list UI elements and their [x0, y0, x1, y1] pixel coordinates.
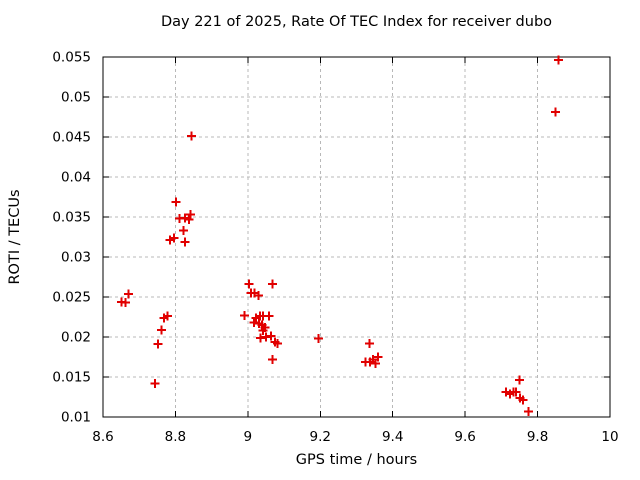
data-point-marker [240, 310, 250, 320]
data-point-marker [169, 233, 179, 243]
data-point-marker [524, 406, 534, 416]
data-point-marker [554, 55, 564, 65]
x-tick-label: 8.8 [165, 429, 186, 445]
data-point-marker [313, 334, 323, 344]
data-point-marker [186, 210, 196, 220]
y-tick-label: 0.025 [52, 290, 91, 306]
data-point-marker [153, 339, 163, 349]
data-point-marker [180, 237, 190, 247]
data-point-marker [267, 354, 277, 364]
x-tick-label: 8.6 [92, 429, 113, 445]
y-tick-label: 0.045 [52, 130, 91, 146]
data-point-marker [518, 395, 528, 405]
data-point-marker [267, 279, 277, 289]
data-point-marker [273, 338, 283, 348]
y-tick-label: 0.01 [61, 410, 91, 426]
data-point-marker [266, 331, 276, 341]
data-point-marker [264, 311, 274, 321]
data-point-marker [123, 289, 133, 299]
data-point-marker [253, 290, 263, 300]
data-point-marker [150, 378, 160, 388]
x-tick-label: 9.6 [454, 429, 475, 445]
y-tick-label: 0.035 [52, 210, 91, 226]
y-tick-label: 0.055 [52, 50, 91, 66]
y-tick-label: 0.04 [61, 170, 91, 186]
chart-title: Day 221 of 2025, Rate Of TEC Index for r… [160, 14, 553, 30]
x-tick-label: 10 [601, 429, 618, 445]
data-point-marker [370, 358, 380, 368]
y-tick-label: 0.015 [52, 370, 91, 386]
x-tick-label: 9.2 [310, 429, 331, 445]
y-tick-label: 0.03 [61, 250, 91, 266]
x-tick-label: 9 [244, 429, 253, 445]
y-tick-label: 0.05 [61, 90, 91, 106]
x-tick-label: 9.4 [382, 429, 403, 445]
data-point-marker [244, 279, 254, 289]
data-point-marker [550, 107, 560, 117]
data-point-marker [365, 338, 375, 348]
data-point-marker [187, 131, 197, 141]
data-point-marker [156, 325, 166, 335]
data-point-marker [178, 226, 188, 236]
y-tick-label: 0.02 [61, 330, 91, 346]
data-point-marker [162, 311, 172, 321]
x-tick-label: 9.8 [527, 429, 548, 445]
data-point-marker [184, 214, 194, 224]
data-point-marker [120, 298, 130, 308]
data-point-marker [260, 322, 270, 332]
data-point-marker [511, 387, 521, 397]
data-point-marker [171, 197, 181, 207]
x-axis-label: GPS time / hours [295, 452, 418, 468]
data-point-marker [373, 352, 383, 362]
plot-border [102, 56, 611, 418]
data-point-marker [514, 375, 524, 385]
